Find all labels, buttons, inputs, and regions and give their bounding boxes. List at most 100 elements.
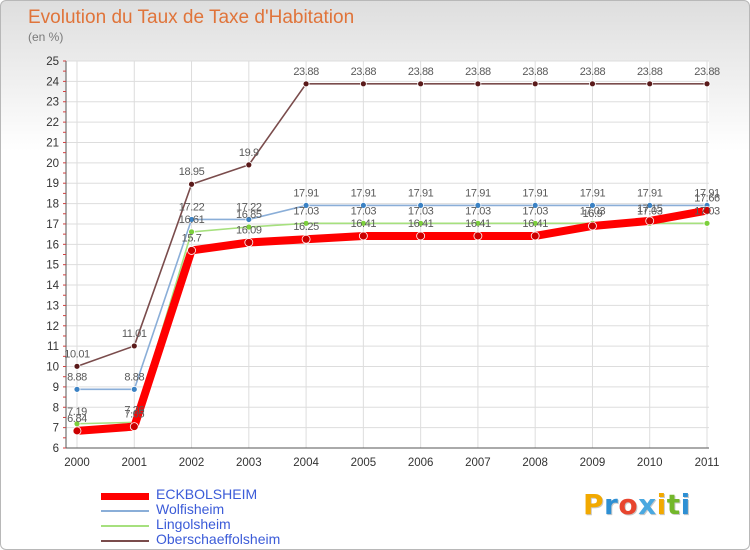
x-tick-label: 2003 <box>236 457 262 469</box>
chart-subtitle: (en %) <box>28 30 64 44</box>
data-label: 16.61 <box>179 214 205 226</box>
y-tick-label: 20 <box>46 158 59 170</box>
data-point <box>359 80 367 88</box>
data-point <box>531 80 539 88</box>
data-point <box>359 219 367 227</box>
y-tick-label: 14 <box>46 280 59 292</box>
legend-swatch <box>101 492 149 500</box>
data-point <box>531 219 539 227</box>
data-label: 8.88 <box>124 371 144 383</box>
data-point <box>417 80 425 88</box>
data-point <box>245 223 253 231</box>
data-point <box>358 231 368 241</box>
data-point <box>703 219 711 227</box>
data-point <box>302 219 310 227</box>
y-tick-label: 24 <box>46 76 59 88</box>
series-line-eckbolsheim <box>73 206 711 435</box>
data-label: 19.9 <box>239 147 259 159</box>
logo-letter: P <box>583 488 605 521</box>
legend-label: Oberschaeffolsheim <box>156 531 281 547</box>
y-tick-label: 15 <box>46 260 59 272</box>
logo-letter: i <box>680 488 691 521</box>
legend-label: ECKBOLSHEIM <box>156 486 258 502</box>
data-point <box>188 216 195 223</box>
legend-swatch <box>101 525 149 527</box>
data-point <box>646 80 654 88</box>
data-point <box>589 202 596 209</box>
logo-letter: t <box>666 488 681 521</box>
legend-label: Wolfisheim <box>156 501 225 517</box>
data-point <box>245 216 253 223</box>
data-point <box>417 219 425 227</box>
data-point <box>589 80 596 88</box>
data-label: 23.88 <box>351 66 377 78</box>
data-point <box>73 362 81 370</box>
logo-letter: i <box>656 488 667 521</box>
data-point <box>646 202 654 209</box>
y-tick-label: 9 <box>53 382 59 394</box>
chart-title: Evolution du Taux de Taxe d'Habitation <box>28 7 355 28</box>
data-label: 6.84 <box>67 413 87 425</box>
data-label: 17.91 <box>580 187 606 199</box>
data-label: 17.03 <box>351 205 377 217</box>
data-label: 23.88 <box>465 66 491 78</box>
x-tick-label: 2010 <box>637 457 663 469</box>
data-point <box>244 238 254 247</box>
data-label: 16.85 <box>236 209 262 221</box>
data-label: 17.03 <box>637 205 663 217</box>
data-point <box>245 161 253 169</box>
data-point <box>416 231 426 241</box>
data-label: 17.91 <box>465 187 491 199</box>
x-tick-label: 2002 <box>179 457 205 469</box>
data-label: 17.03 <box>293 205 319 217</box>
data-label: 17.91 <box>408 187 434 199</box>
y-tick-label: 8 <box>53 402 59 414</box>
x-tick-label: 2006 <box>408 457 434 469</box>
data-point <box>130 342 138 350</box>
data-label: 23.88 <box>580 66 606 78</box>
series-line-oberschaeffolsheim <box>76 83 708 368</box>
data-label: 16.41 <box>465 218 491 230</box>
x-tick-label: 2001 <box>121 457 147 469</box>
x-tick-label: 2009 <box>580 457 606 469</box>
logo-letter: x <box>638 488 657 521</box>
data-point <box>474 80 482 88</box>
data-label: 7.19 <box>67 406 87 418</box>
y-tick-label: 11 <box>47 341 59 353</box>
data-point <box>72 426 82 436</box>
data-point <box>473 231 483 241</box>
data-label: 17.91 <box>351 187 377 199</box>
data-label: 23.88 <box>408 66 434 78</box>
y-tick-label: 6 <box>53 443 59 455</box>
data-label: 16.09 <box>236 224 262 236</box>
x-tick-label: 2004 <box>293 457 319 469</box>
y-tick-label: 19 <box>46 178 59 190</box>
plot-area <box>66 61 709 448</box>
data-point <box>302 80 310 88</box>
y-tick-label: 22 <box>46 117 59 129</box>
data-label: 17.22 <box>236 201 262 213</box>
data-point <box>188 228 195 236</box>
data-point <box>588 221 597 231</box>
y-tick-label: 21 <box>46 137 59 149</box>
data-label: 16.41 <box>522 218 548 230</box>
x-tick-label: 2007 <box>465 457 491 469</box>
y-tick-label: 10 <box>46 362 59 374</box>
data-label: 16.41 <box>351 218 377 230</box>
data-label: 23.88 <box>293 66 319 78</box>
data-label: 17.91 <box>522 187 548 199</box>
data-point <box>645 216 655 226</box>
data-label: 16.9 <box>583 208 603 220</box>
y-tick-label: 25 <box>46 56 59 68</box>
data-point <box>187 246 196 255</box>
data-label: 8.88 <box>67 371 87 383</box>
x-tick-label: 2011 <box>695 457 720 469</box>
legend-swatch <box>101 510 149 512</box>
data-point <box>474 202 482 209</box>
data-point <box>703 80 711 88</box>
data-label: 23.88 <box>694 66 720 78</box>
data-label: 17.03 <box>465 205 491 217</box>
data-point <box>530 231 540 241</box>
